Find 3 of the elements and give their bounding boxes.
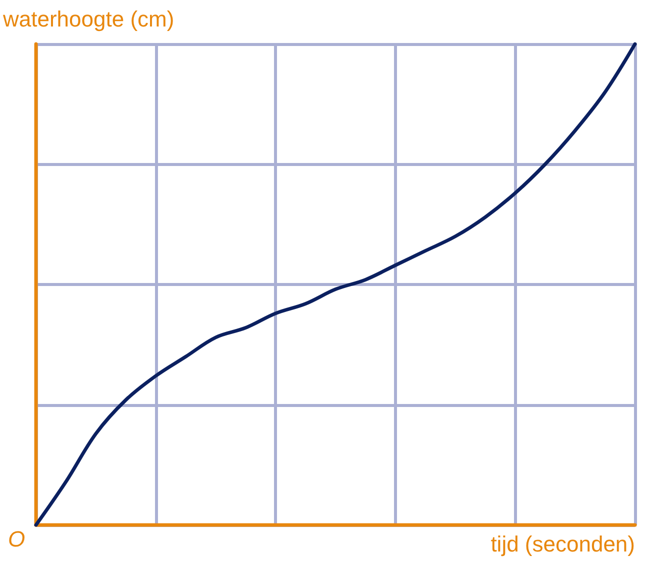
y-axis-title: waterhoogte (cm) bbox=[2, 6, 174, 32]
text: O bbox=[8, 526, 26, 552]
x-axis-title: tijd (seconden) bbox=[490, 532, 635, 556]
